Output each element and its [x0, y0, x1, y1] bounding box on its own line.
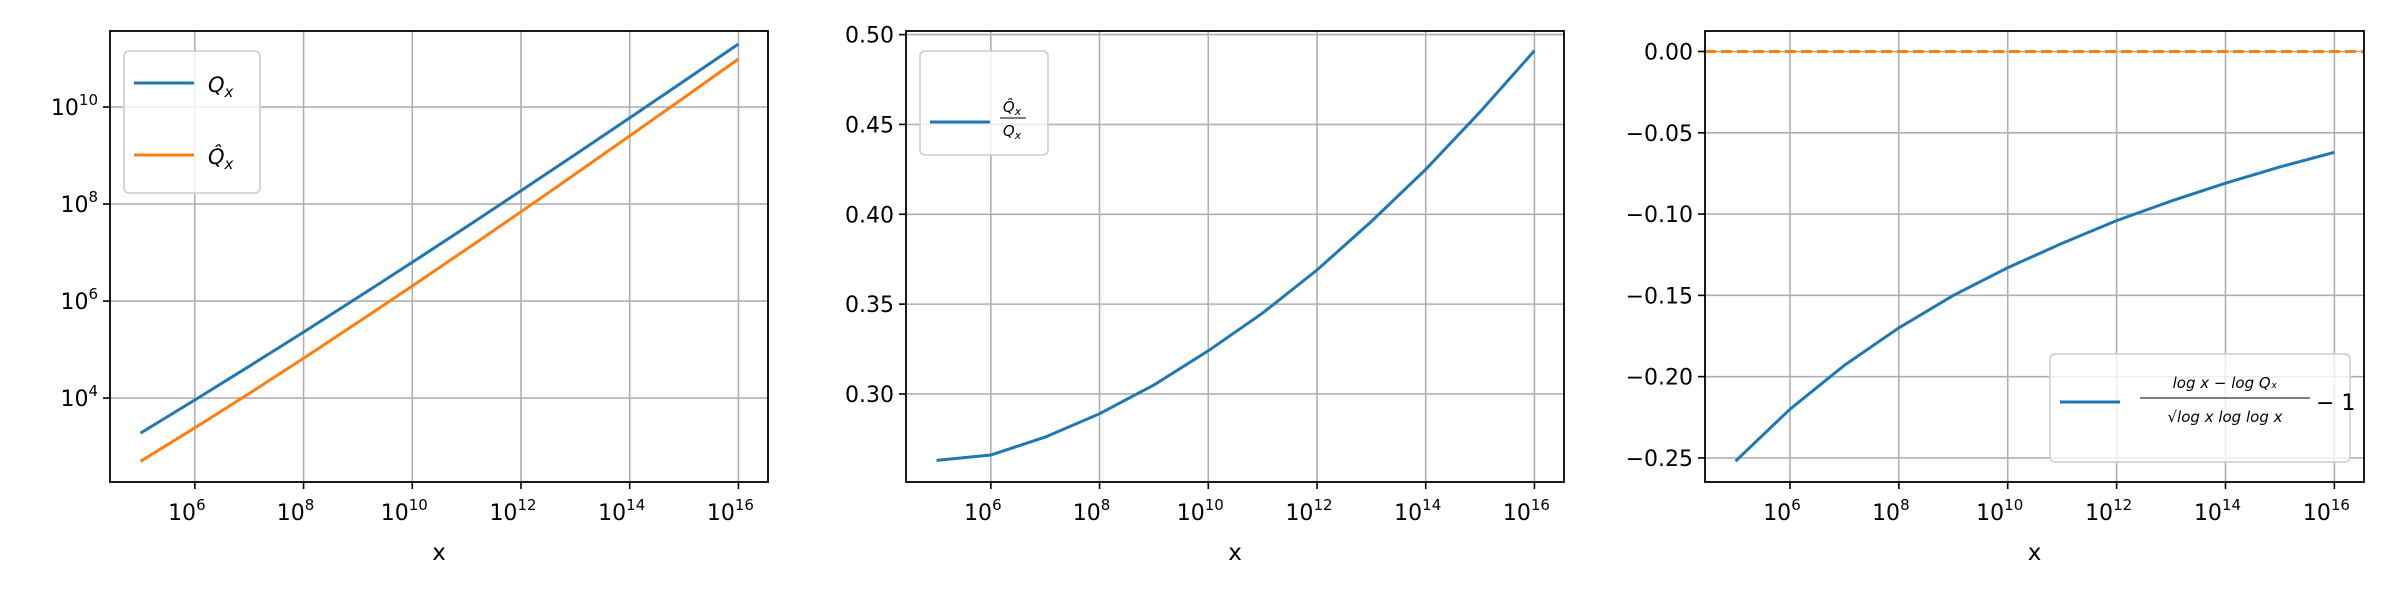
x-tick-label: 1010: [1976, 496, 2023, 526]
series-line-2: [139, 57, 740, 463]
y-tick-label: 0.40: [845, 203, 894, 228]
series-line-1: [1734, 150, 2335, 463]
x-tick-label: 1010: [1177, 496, 1224, 526]
x-tick-label: 1014: [1394, 496, 1441, 526]
y-tick-label: 0.00: [1644, 40, 1693, 65]
x-tick-label: 1016: [2303, 496, 2350, 526]
y-tick-label: 0.30: [845, 383, 894, 408]
legend-tail: − 1: [2316, 391, 2355, 416]
legend: log x − log Qₓ √log x log log x − 1: [2049, 353, 2355, 463]
x-tick-label: 1014: [2194, 496, 2241, 526]
legend-denominator: √log x log log x: [2168, 408, 2283, 426]
legend-box: [123, 50, 261, 194]
y-tick-label: 104: [60, 382, 98, 412]
y-tick-label: 108: [60, 188, 98, 218]
x-tick-label: 106: [1763, 496, 1801, 526]
y-tick-label: 106: [60, 285, 98, 315]
x-tick-label: 1012: [1285, 496, 1332, 526]
series-line-1: [139, 42, 740, 435]
y-tick-label: −0.05: [1626, 122, 1693, 147]
x-tick-label: 1010: [381, 496, 428, 526]
legend-label: Qx: [208, 73, 234, 101]
x-tick-label: 106: [964, 496, 1002, 526]
y-tick-label: 1010: [51, 91, 98, 121]
y-tick-label: −0.15: [1626, 284, 1693, 309]
x-axis-label: x: [2028, 540, 2042, 566]
subplot-3: 106 108 1010 1012 1014 1016 −0.25 −0.20 −0.15 −0.…: [1626, 30, 2365, 566]
axes-frame: [1704, 30, 2365, 483]
x-tick-label: 1016: [1503, 496, 1550, 526]
x-tick-label: 1012: [489, 496, 536, 526]
subplot-1: 106 108 1010 1012 1014 10161041061081010xQxQ̂…: [51, 30, 769, 566]
x-axis-label: x: [1228, 540, 1242, 566]
x-tick-label: 1014: [598, 496, 645, 526]
x-tick-label: 108: [1073, 496, 1111, 526]
legend-box: [919, 50, 1049, 156]
legend: Qx Q̂x: [123, 50, 261, 194]
axes-frame: [109, 30, 769, 483]
legend: Q̂xQx: [919, 50, 1049, 156]
x-tick-label: 108: [277, 496, 315, 526]
legend-numerator: log x − log Qₓ: [2173, 374, 2278, 392]
axes-frame: [905, 30, 1565, 483]
legend-box: [2049, 353, 2351, 463]
x-tick-label: 1016: [707, 496, 754, 526]
legend-label: Q̂x: [208, 144, 234, 173]
x-tick-label: 1012: [2085, 496, 2132, 526]
x-tick-label: 106: [168, 496, 206, 526]
series-line-1: [936, 49, 1536, 462]
y-tick-label: 0.35: [845, 293, 894, 318]
y-tick-label: −0.25: [1626, 447, 1693, 472]
x-axis-label: x: [432, 540, 446, 566]
x-tick-label: 108: [1872, 496, 1910, 526]
y-tick-label: 0.45: [845, 113, 894, 138]
y-tick-label: 0.50: [845, 24, 894, 49]
y-tick-label: −0.10: [1626, 203, 1693, 228]
subplot-2: 106 108 1010 1012 1014 1016 0.30 0.35 0.40 0.45 0.…: [845, 24, 1565, 566]
y-tick-label: −0.20: [1626, 366, 1693, 391]
